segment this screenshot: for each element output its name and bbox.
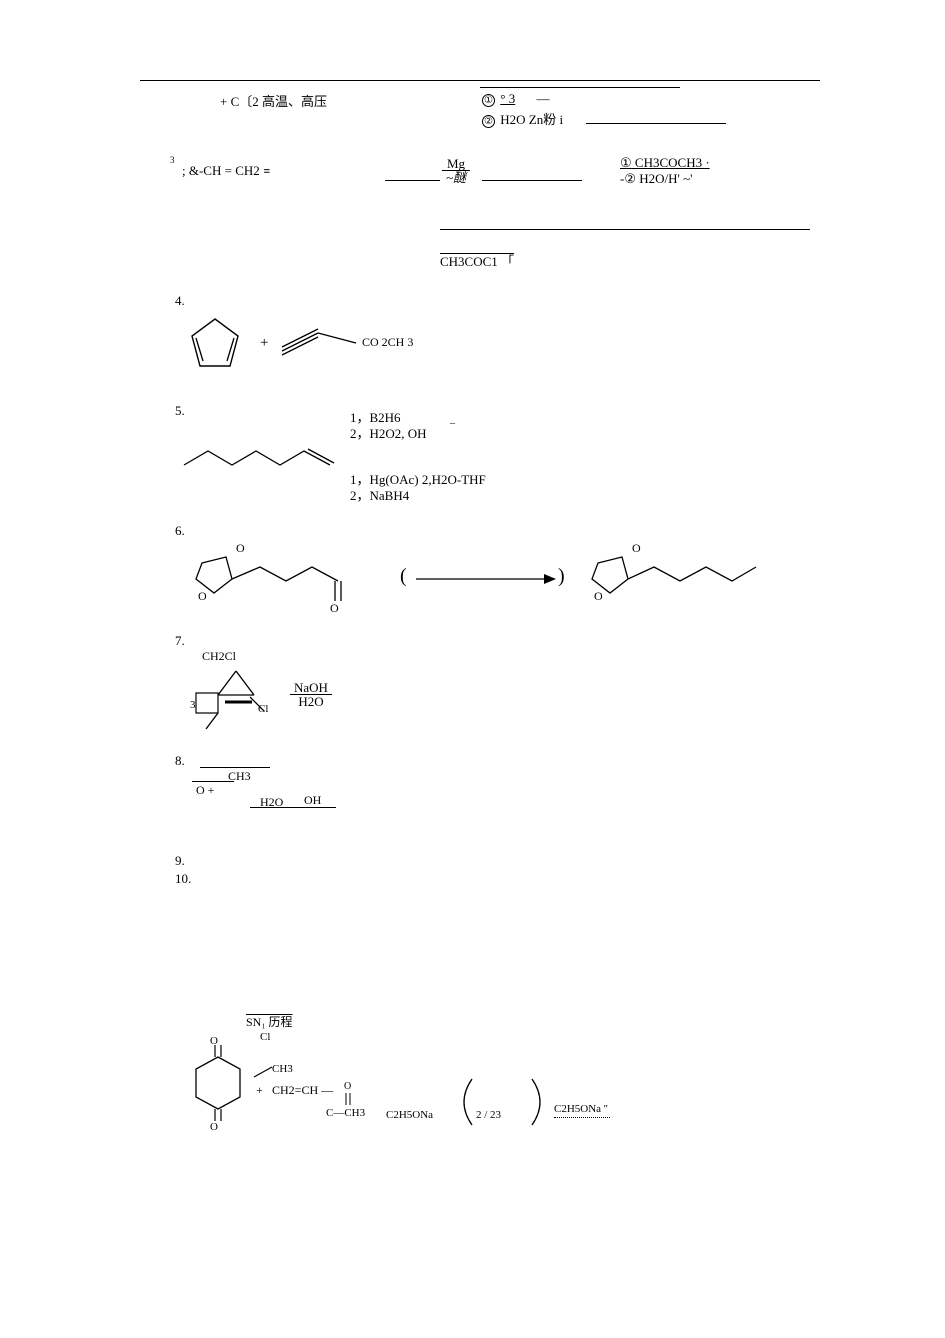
oh-label-8: OH (304, 793, 321, 808)
sn1-label: SN₁ 历程 (246, 1013, 293, 1030)
h2o-label-7: H2O (290, 695, 332, 708)
o-plus-label: O + (196, 783, 214, 798)
cch3-label: C—CH3 (326, 1107, 365, 1119)
co2ch3-label: CO 2CH 3 (362, 335, 413, 350)
ch2ch-label: CH2=CH — (272, 1083, 333, 1098)
blank-a (385, 169, 440, 185)
o-label-a: O (236, 541, 245, 556)
o-label-d: O (632, 541, 641, 556)
o-bot-label: O (210, 1121, 218, 1133)
o-label-e: O (594, 589, 603, 604)
cl-label: Cl (258, 703, 268, 715)
q9-number: 9. (175, 853, 185, 869)
q5-number: 5. (175, 403, 185, 419)
mg-label: Mg (442, 157, 470, 171)
sup-3: 3 (170, 155, 175, 165)
lparen: ( (400, 565, 407, 588)
rparen-big-icon (526, 1077, 552, 1127)
q4-number: 4. (175, 293, 185, 309)
cl-label-b: Cl (260, 1031, 270, 1043)
ether-label: ~醚 (442, 171, 470, 184)
circ-2: ② H2O Zn粉 i (482, 109, 726, 128)
q8-number: 8. (175, 753, 185, 769)
q6-number: 6. (175, 523, 185, 539)
plus-b: + (256, 1083, 263, 1098)
q5-cond1b: 2，H2O2, OH (350, 423, 427, 442)
cyclopentadiene-icon (180, 311, 250, 381)
alkene-chain-icon (180, 441, 360, 475)
circle-1-icon: ① (482, 94, 495, 107)
d3-label: 3 (190, 699, 196, 711)
o-top-label: O (210, 1035, 218, 1047)
blank-b (482, 169, 582, 185)
top-rule (140, 80, 820, 81)
ch2cl-label: CH2Cl (202, 649, 236, 664)
right-cond: ① CH3COCH3 · -② H2O/H' ~' (620, 155, 710, 187)
plus-sign: + (260, 335, 268, 352)
frag-r2: H2O Zn粉 i (500, 112, 563, 127)
frag-r1: ° 3 (500, 91, 515, 106)
acetal-ketone-icon (182, 539, 392, 619)
o-label-b: O (198, 589, 207, 604)
c2h5ona-2: C2H5ONa '' (554, 1103, 608, 1115)
o-label-c: O (330, 601, 339, 616)
cyclohexanedione-icon (182, 1047, 262, 1131)
naoh-h2o-frac: NaOH H2O (290, 681, 332, 708)
q10-number: 10. (175, 871, 191, 887)
page-number: 2 / 23 (476, 1109, 501, 1121)
bicyclic-cl-icon (182, 667, 292, 737)
frag-left-2: ; &-CH = CH2 ꓿ (182, 163, 271, 179)
circ-1: ① ° 3 — (482, 91, 549, 107)
lparen-big-icon (452, 1077, 478, 1127)
c2h5ona-1: C2H5ONa (386, 1109, 433, 1121)
arrow-icon (416, 571, 556, 587)
frag-left-1: + C〔2 高温、高压 (220, 91, 327, 110)
ch3cocl-label: CH3COC1 「 (440, 251, 514, 270)
q5-cond2b: 2，NaBH4 (350, 485, 409, 504)
circle-2-icon: ② (482, 115, 495, 128)
q7-number: 7. (175, 633, 185, 649)
rparen: ) (558, 565, 565, 588)
o-small-label: O (344, 1081, 351, 1092)
dbl-bond-small-icon (344, 1093, 352, 1107)
mg-over-ether: Mg ~醚 (442, 157, 470, 184)
naoh-label: NaOH (290, 681, 332, 695)
acetal-product-icon (578, 539, 768, 609)
branch-icon (250, 1063, 276, 1081)
